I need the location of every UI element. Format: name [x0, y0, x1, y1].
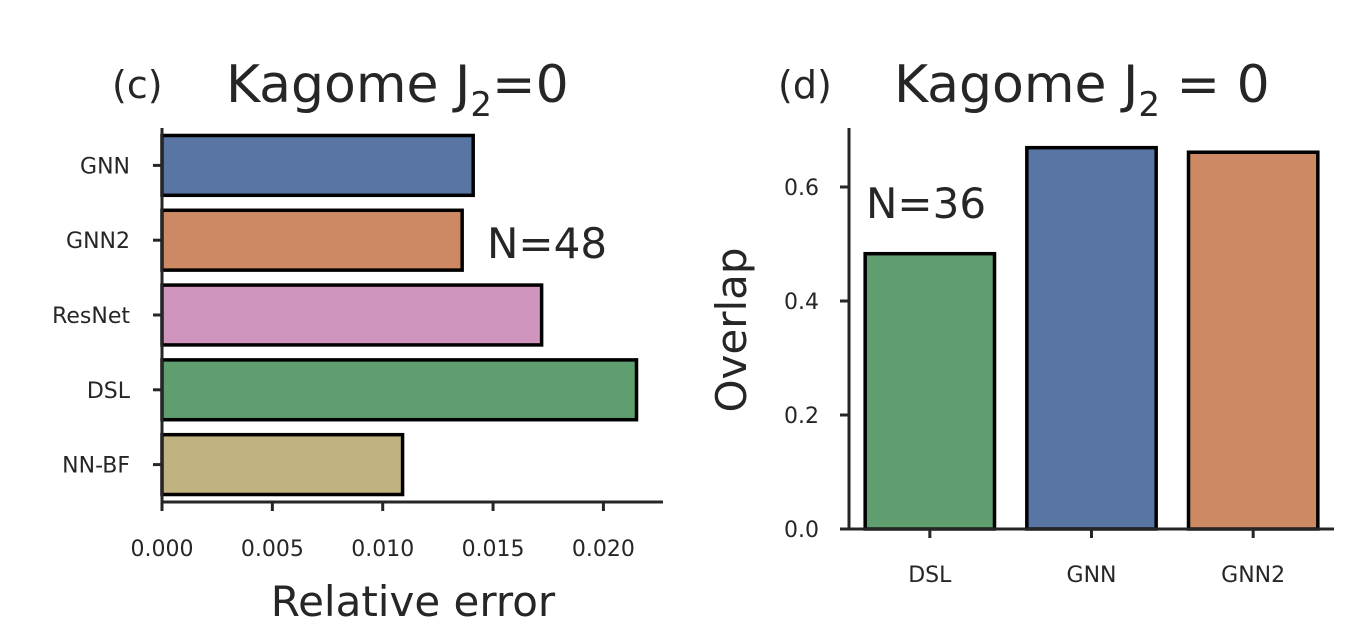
x-tick-label: 0.000	[131, 537, 194, 562]
y-ticks-d: 0.0 0.2 0.4 0.6	[784, 176, 849, 543]
chart-title-c-sub: 2	[470, 85, 492, 125]
chart-c: (c) Kagome J2=0 GNN GNN2 ResNet DSL NN-BF 0.…	[52, 55, 663, 626]
bar-dsl	[160, 358, 639, 422]
chart-title-d-sub: 2	[1138, 85, 1160, 125]
chart-title-d-suffix: = 0	[1160, 55, 1270, 115]
bar-dsl	[863, 251, 997, 531]
bars-d	[863, 145, 1320, 531]
panel-label-d: (d)	[778, 63, 832, 107]
y-tick-label: 0.4	[784, 290, 819, 315]
y-tick-label-dsl: DSL	[87, 379, 131, 404]
x-tick-label: 0.010	[351, 537, 414, 562]
y-tick-label-nn-bf: NN-BF	[62, 454, 130, 479]
y-tick-label: 0.2	[784, 404, 819, 429]
bar-gnn2	[160, 208, 464, 272]
y-axis-label-d: Overlap	[707, 247, 756, 412]
y-tick-label-gnn: GNN	[80, 154, 130, 179]
chart-title-d: Kagome J2 = 0	[894, 55, 1270, 125]
panel-label-c: (c)	[112, 63, 163, 107]
y-tick-label: 0.6	[784, 176, 819, 201]
x-tick-label-gnn: GNN	[1067, 563, 1117, 588]
y-tick-label-resnet: ResNet	[52, 304, 130, 329]
bar-gnn	[1025, 145, 1158, 531]
y-tick-label: 0.0	[784, 518, 819, 543]
chart-title-c: Kagome J2=0	[226, 55, 569, 125]
x-axis-label-c: Relative error	[271, 577, 556, 626]
x-ticks-c: 0.000 0.005 0.010 0.015 0.020	[131, 502, 635, 562]
x-ticks-d: DSL GNN GNN2	[908, 529, 1285, 588]
y-ticks-c: GNN GNN2 ResNet DSL NN-BF	[52, 154, 162, 479]
bar-nn-bf	[160, 432, 405, 497]
x-tick-label: 0.015	[462, 537, 525, 562]
chart-title-c-suffix: =0	[492, 55, 569, 115]
y-tick-label-gnn2: GNN2	[66, 229, 130, 254]
x-tick-label-gnn2: GNN2	[1221, 563, 1285, 588]
annotation-c: N=48	[487, 219, 607, 268]
x-tick-label: 0.020	[572, 537, 635, 562]
chart-title-d-main: Kagome J	[894, 55, 1138, 115]
bars-c	[160, 133, 639, 497]
x-tick-label: 0.005	[241, 537, 304, 562]
bar-gnn	[160, 133, 475, 198]
chart-d: (d) Kagome J2 = 0 0.0 0.2 0.4 0.6 DSL GNN GNN…	[707, 55, 1334, 588]
bar-gnn2	[1186, 150, 1320, 531]
x-tick-label-dsl: DSL	[908, 563, 952, 588]
bar-resnet	[160, 283, 544, 347]
annotation-d: N=36	[866, 179, 986, 228]
chart-title-c-main: Kagome J	[226, 55, 470, 115]
